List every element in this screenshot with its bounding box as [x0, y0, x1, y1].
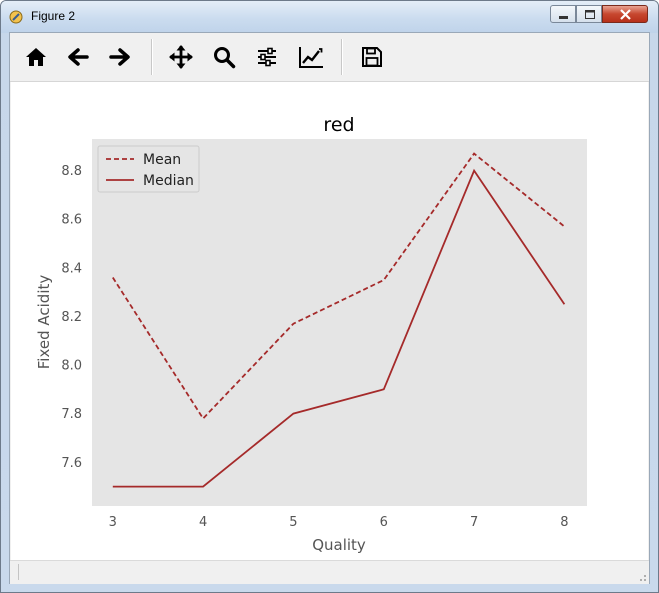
zoom-icon — [214, 47, 236, 69]
minimize-icon — [559, 16, 568, 19]
legend: Mean Median — [97, 145, 200, 193]
title-bar[interactable]: Figure 2 — [1, 1, 658, 33]
series-layer — [112, 152, 566, 488]
forward-button[interactable] — [104, 41, 136, 73]
y-tick-label: 8.4 — [61, 261, 82, 276]
series-line-median — [112, 168, 566, 488]
y-axis: 7.6 7.8 8.0 8.2 8.4 8.6 8.8 — [61, 164, 82, 471]
resize-grip-icon[interactable] — [637, 572, 647, 582]
figure-canvas[interactable]: red 7.6 7.8 8.0 8.2 8.4 8.6 8.8 3 4 5 6 7 8 Quality… — [11, 82, 648, 560]
x-tick-label: 6 — [380, 515, 388, 530]
edit-axis-button[interactable] — [295, 41, 327, 73]
x-tick-label: 3 — [109, 515, 117, 530]
y-tick-label: 8.2 — [61, 310, 82, 325]
y-tick-label: 7.8 — [61, 407, 82, 422]
x-tick-label: 5 — [289, 515, 297, 530]
home-button[interactable] — [20, 41, 52, 73]
save-icon — [362, 47, 382, 67]
pan-icon — [169, 45, 193, 69]
close-button[interactable] — [602, 5, 648, 23]
status-bar — [10, 560, 649, 584]
x-axis-label: Quality — [312, 536, 366, 554]
toolbar-separator — [151, 39, 153, 75]
series-line-mean — [112, 152, 565, 420]
plot-area — [92, 139, 587, 506]
back-arrow-icon — [68, 48, 89, 66]
x-tick-label: 4 — [199, 515, 207, 530]
maximize-icon — [585, 10, 595, 19]
y-axis-label: Fixed Acidity — [35, 275, 53, 370]
y-tick-label: 8.0 — [61, 359, 82, 374]
save-button[interactable] — [356, 41, 388, 73]
zoom-button[interactable] — [208, 41, 240, 73]
toolbar-separator — [341, 39, 343, 75]
window-title: Figure 2 — [31, 9, 76, 23]
subplots-button[interactable] — [251, 41, 283, 73]
legend-label-median: Median — [143, 173, 194, 189]
figure-client-area: red 7.6 7.8 8.0 8.2 8.4 8.6 8.8 3 4 5 6 7 8 Quality… — [9, 32, 650, 584]
app-icon — [9, 10, 23, 24]
chart-title: red — [323, 114, 354, 136]
y-tick-label: 8.6 — [61, 213, 82, 228]
navigation-toolbar — [10, 33, 649, 82]
x-tick-label: 7 — [470, 515, 478, 530]
status-message — [18, 564, 639, 580]
x-axis: 3 4 5 6 7 8 — [109, 515, 569, 530]
subplots-icon — [258, 47, 276, 67]
y-tick-label: 7.6 — [61, 456, 82, 471]
y-tick-label: 8.8 — [61, 164, 82, 179]
minimize-button[interactable] — [550, 5, 576, 23]
pan-button[interactable] — [165, 41, 197, 73]
home-icon — [26, 48, 46, 66]
legend-label-mean: Mean — [143, 152, 181, 168]
close-icon — [620, 9, 631, 20]
forward-arrow-icon — [109, 48, 130, 66]
back-button[interactable] — [62, 41, 94, 73]
line-chart: red 7.6 7.8 8.0 8.2 8.4 8.6 8.8 3 4 5 6 7 8 Quality… — [35, 114, 587, 554]
maximize-button[interactable] — [576, 5, 602, 23]
edit-axis-icon — [299, 47, 323, 68]
x-tick-label: 8 — [560, 515, 568, 530]
